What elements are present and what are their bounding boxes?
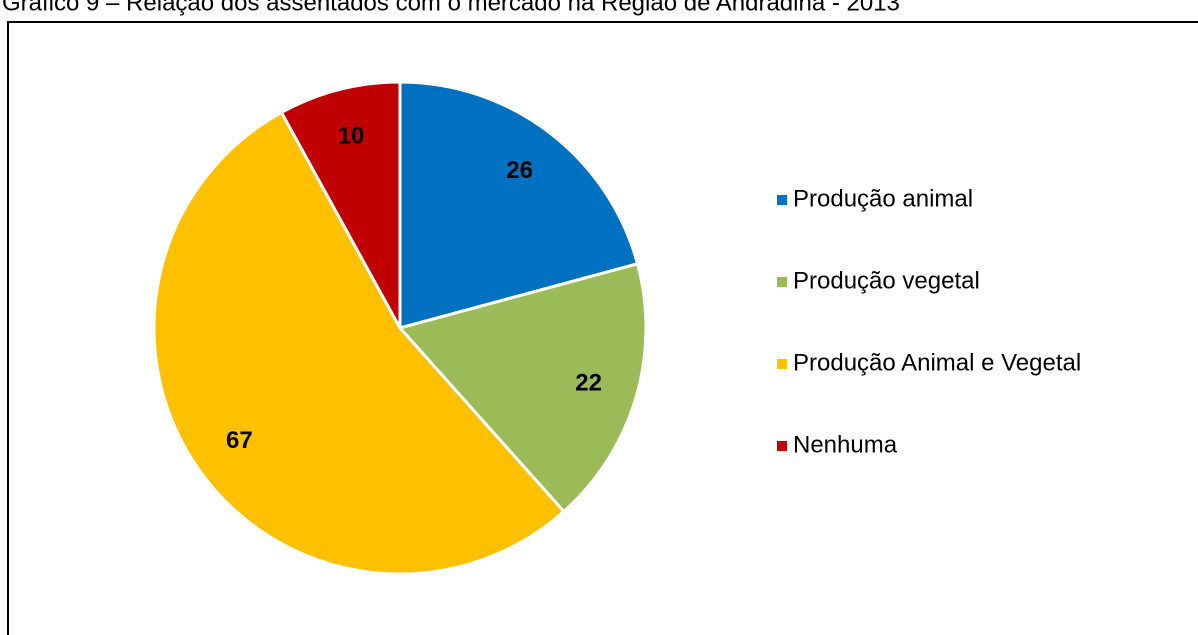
legend-marker — [777, 359, 787, 369]
chart-title: Gráfico 9 – Relação dos assentados com o… — [2, 0, 900, 16]
data-label: 10 — [338, 123, 365, 150]
chart-border — [7, 21, 1198, 635]
pie-slice — [279, 80, 402, 329]
legend-marker — [777, 195, 787, 205]
pie-slice — [397, 261, 648, 514]
legend-label: Produção vegetal — [793, 267, 980, 294]
legend-label: Produção animal — [793, 185, 973, 212]
legend-marker — [777, 441, 787, 451]
pie-slice — [398, 80, 640, 330]
data-label: 67 — [226, 427, 253, 454]
legend-label: Nenhuma — [793, 431, 898, 458]
data-label: 26 — [506, 157, 533, 184]
pie-slice — [152, 110, 566, 576]
legend-label: Produção Animal e Vegetal — [793, 349, 1081, 376]
legend-marker — [777, 277, 787, 287]
data-label: 22 — [575, 369, 602, 396]
